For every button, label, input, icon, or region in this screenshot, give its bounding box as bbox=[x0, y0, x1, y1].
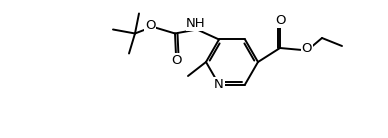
Text: O: O bbox=[145, 19, 155, 32]
Text: O: O bbox=[302, 43, 312, 55]
Text: N: N bbox=[214, 78, 224, 91]
Text: NH: NH bbox=[186, 17, 206, 30]
Text: O: O bbox=[275, 14, 285, 27]
Text: O: O bbox=[171, 54, 181, 67]
